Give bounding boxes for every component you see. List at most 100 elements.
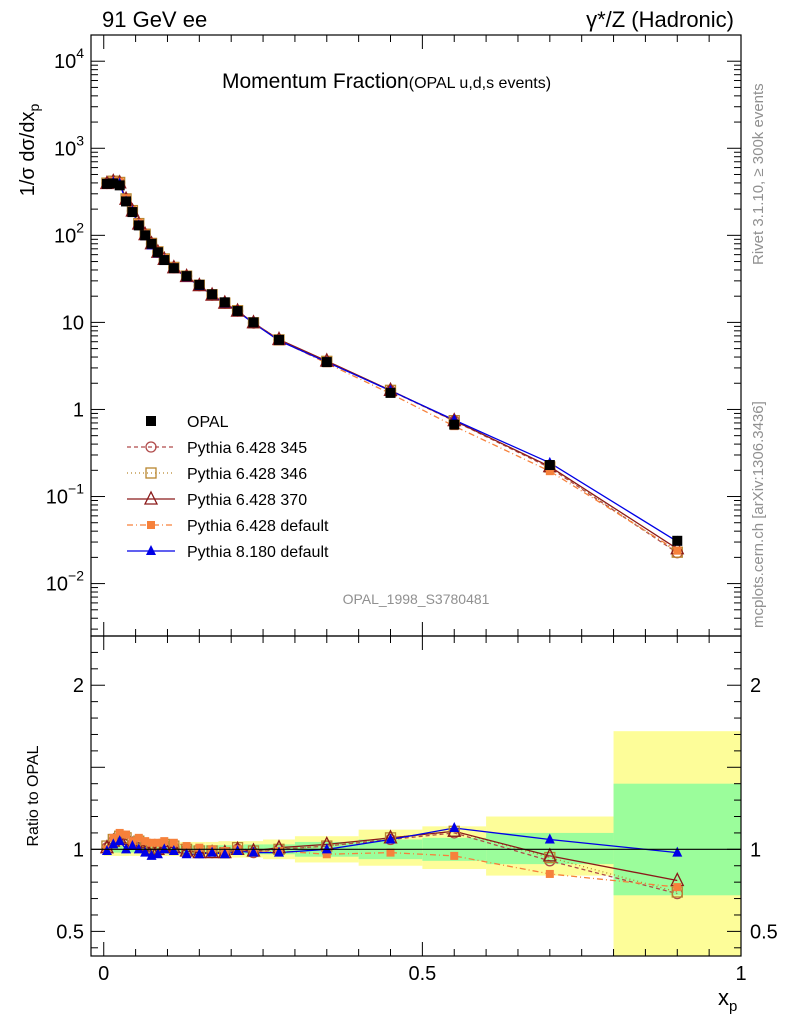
ratio-tick-label-left-0: 2 — [73, 675, 84, 697]
series-4-ratio-point-4 — [127, 840, 138, 851]
legend-label-1: Pythia 6.428 345 — [187, 440, 307, 457]
opal-point-13 — [207, 289, 218, 300]
header-left: 91 GeV ee — [102, 7, 207, 32]
header-right: γ*/Z (Hadronic) — [586, 7, 734, 32]
legend-marker-ref — [146, 416, 156, 426]
opal-point-18 — [321, 357, 332, 368]
opal-point-8 — [152, 247, 163, 258]
legend-label-0: OPAL — [187, 414, 229, 431]
series-3-ratio-point-19 — [386, 848, 395, 857]
legend-label-3: Pythia 6.428 370 — [187, 492, 307, 509]
series-4-ratio-point-1 — [108, 838, 119, 849]
series-4-ratio-point-12 — [194, 848, 205, 859]
ratio-frame — [90, 635, 742, 957]
opal-point-7 — [146, 238, 157, 249]
legend: OPAL Pythia 6.428 345 Pythia 6.428 346 Pyth… — [127, 414, 329, 561]
series-4-ratio-point-13 — [207, 846, 218, 857]
opal-point-14 — [219, 297, 230, 308]
series-4-ratio-point-17 — [273, 846, 284, 857]
rivet-version-label: Rivet 3.1.10, ≥ 300k events — [750, 83, 767, 265]
analysis-id-label: OPAL_1998_S3780481 — [343, 591, 490, 607]
series-curves — [106, 180, 678, 895]
legend-label-2: Pythia 6.428 346 — [187, 466, 307, 483]
opal-point-1 — [108, 178, 119, 189]
series-3-ratio-point-7 — [147, 838, 156, 847]
series-4-ratio-point-11 — [181, 848, 192, 859]
series-3-ratio-point-20 — [450, 851, 459, 860]
series-3-ratio-point-6 — [141, 837, 150, 846]
legend-marker-5 — [146, 545, 156, 555]
y-tick-label-3: 10 — [62, 312, 84, 334]
x-tick-label-1: 0.5 — [408, 963, 436, 985]
series-3-ratio-point-11 — [182, 842, 191, 851]
series-3-ratio-point-12 — [195, 843, 204, 852]
series-3-ratio-point-1 — [109, 833, 118, 842]
ratio-tick-label-right-1: 1 — [750, 839, 761, 861]
series-3-ratio-point-3 — [122, 830, 131, 839]
ratio-tick-label-right-2: 0.5 — [750, 921, 778, 943]
series-3-ratio-point-8 — [153, 838, 162, 847]
opal-point-15 — [232, 306, 243, 317]
opal-point-21 — [544, 460, 555, 471]
opal-point-5 — [133, 220, 144, 231]
y-tick-label-4: 1 — [73, 399, 84, 421]
uncertainty-bands — [103, 731, 741, 956]
ratio-tick-label-left-2: 0.5 — [56, 921, 84, 943]
series-4-ratio-point-15 — [232, 844, 243, 855]
opal-point-12 — [194, 279, 205, 290]
opal-point-4 — [127, 207, 138, 218]
legend-marker-4 — [147, 521, 155, 529]
opal-point-0 — [101, 178, 112, 189]
opal-point-22 — [672, 535, 683, 546]
opal-point-6 — [140, 230, 151, 241]
x-tick-label-0: 0 — [98, 963, 109, 985]
legend-marker-1 — [145, 441, 157, 453]
opal-point-16 — [248, 317, 259, 328]
series-3-ratio-point-18 — [322, 850, 331, 859]
band-inner-22 — [613, 783, 741, 896]
legend-marker-3 — [143, 490, 159, 505]
series-4-ratio-point-3 — [121, 843, 132, 854]
series-4-ratio-point-9 — [159, 843, 170, 854]
opal-point-17 — [273, 334, 284, 345]
series-4-ratio-point-20 — [449, 822, 460, 832]
series-4-ratio-point-10 — [168, 844, 179, 855]
series-3-ratio-point-21 — [545, 869, 554, 878]
series-4-ratio-point-0 — [101, 844, 112, 855]
series-2-ratio-point-21 — [542, 847, 557, 862]
series-4-ratio-point-22 — [672, 846, 683, 857]
series-4-ratio-point-14 — [219, 848, 230, 859]
opal-point-10 — [168, 263, 179, 274]
series-3-ratio-point-5 — [134, 833, 143, 842]
series-4-ratio-point-6 — [140, 846, 151, 857]
opal-point-2 — [114, 180, 125, 191]
opal-point-11 — [181, 271, 192, 282]
ratio-tick-label-left-1: 1 — [73, 839, 84, 861]
series-4-ratio-point-18 — [321, 843, 332, 854]
opal-point-20 — [449, 419, 460, 430]
series-3-ratio-point-10 — [169, 838, 178, 847]
y-tick-label-6: 10−2 — [46, 568, 84, 596]
y-axis-label: 1/σ dσ/dxp — [17, 104, 42, 197]
ratio-tick-label-right-0: 2 — [750, 675, 761, 697]
reference-points — [101, 178, 683, 546]
x-axis-label: xp — [718, 985, 737, 1015]
opal-point-9 — [159, 255, 170, 266]
legend-label-4: Pythia 6.428 default — [187, 518, 329, 535]
legend-label-5: Pythia 8.180 default — [187, 544, 329, 561]
legend-marker-2 — [145, 467, 157, 479]
series-3-point-21 — [545, 467, 554, 476]
y-tick-label-1: 103 — [54, 132, 84, 160]
ratio-y-axis-label: Ratio to OPAL — [25, 745, 42, 846]
series-3-ratio-point-22 — [673, 883, 682, 892]
y-tick-label-2: 102 — [54, 219, 84, 247]
opal-point-19 — [385, 387, 396, 398]
series-4-ratio-point-19 — [385, 833, 396, 844]
x-tick-label-2: 1 — [735, 963, 746, 985]
series-4-ratio-point-8 — [152, 848, 163, 859]
chart-title: Momentum Fraction(OPAL u,d,s events) — [222, 70, 551, 93]
y-tick-label-5: 10−1 — [46, 481, 84, 509]
series-4-ratio-point-16 — [248, 846, 259, 857]
